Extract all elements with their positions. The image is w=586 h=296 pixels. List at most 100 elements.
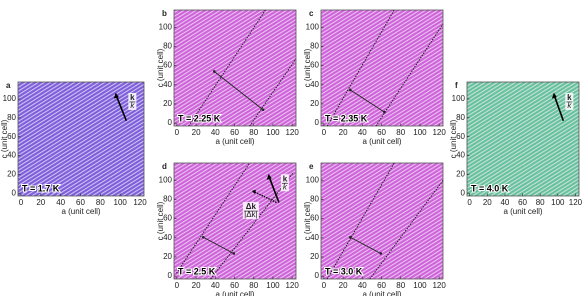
k-label: k	[130, 93, 135, 102]
x-tick-label: 0	[322, 128, 327, 137]
x-tick-label: 20	[192, 128, 201, 137]
k-norm-label: k	[283, 182, 288, 191]
wall-dot	[348, 235, 352, 239]
dk-norm-label: |Δk|	[244, 210, 258, 219]
y-tick-label: 20	[7, 169, 16, 178]
k-arrow	[268, 176, 280, 203]
x-tick-label: 100	[266, 128, 280, 137]
y-tick-label: 80	[310, 195, 319, 204]
y-axis-label: c (unit cell)	[303, 48, 312, 87]
wall-dot	[232, 252, 236, 255]
wall-spacing	[350, 89, 385, 113]
y-tick-label: 40	[310, 233, 319, 242]
y-tick-label: 20	[163, 252, 172, 261]
y-tick-label: 0	[168, 118, 173, 127]
y-axis-label: c (unit cell)	[303, 201, 312, 240]
domain-wall	[326, 9, 395, 127]
y-tick-label: 0	[168, 271, 173, 280]
x-tick-label: 60	[377, 281, 386, 290]
x-tick-label: 120	[569, 198, 583, 207]
x-tick-label: 0	[322, 281, 327, 290]
label-bg	[565, 92, 574, 110]
k-label: k	[567, 93, 572, 102]
y-tick-label: 100	[159, 22, 173, 31]
x-tick-label: 20	[339, 281, 348, 290]
y-tick-label: 80	[310, 42, 319, 51]
y-tick-label: 60	[310, 214, 319, 223]
y-tick-label: 80	[456, 113, 465, 122]
x-tick-label: 80	[396, 281, 405, 290]
temperature: T = 1.7 K	[22, 183, 60, 193]
wall-dot	[348, 88, 352, 92]
y-tick-label: 40	[163, 80, 172, 89]
x-tick-label: 120	[432, 281, 446, 290]
x-tick-label: 20	[483, 198, 492, 207]
x-axis-label: a (unit cell)	[362, 290, 401, 296]
y-tick-label: 100	[306, 175, 320, 184]
y-tick-label: 60	[7, 132, 16, 141]
y-tick-label: 40	[456, 151, 465, 160]
wall-spacing	[350, 236, 381, 254]
x-tick-label: 100	[413, 281, 427, 290]
y-axis-label: c (unit cell)	[156, 48, 165, 87]
stripe-image	[173, 162, 297, 280]
wall-dot	[201, 235, 205, 239]
domain-wall	[249, 58, 297, 127]
wall-spacing	[213, 71, 264, 111]
label-bg	[242, 202, 259, 220]
y-tick-label: 60	[310, 61, 319, 70]
k-arrow	[553, 95, 565, 122]
x-tick-label: 20	[36, 198, 45, 207]
y-tick-label: 80	[163, 195, 172, 204]
panel-letter: c	[309, 9, 314, 18]
x-tick-label: 100	[551, 198, 565, 207]
x-tick-label: 80	[249, 281, 258, 290]
x-tick-label: 60	[76, 198, 85, 207]
y-tick-label: 100	[306, 22, 320, 31]
x-tick-label: 60	[230, 128, 239, 137]
wall-dot	[212, 70, 216, 73]
x-tick-label: 100	[413, 128, 427, 137]
x-tick-label: 80	[249, 128, 258, 137]
x-axis-label: a (unit cell)	[503, 207, 542, 216]
domain-wall	[375, 23, 444, 127]
x-axis-label: a (unit cell)	[61, 207, 100, 216]
wall-dot	[383, 110, 386, 114]
y-tick-label: 20	[163, 99, 172, 108]
wall-spacing	[203, 236, 234, 254]
x-tick-label: 40	[211, 128, 220, 137]
x-tick-label: 40	[211, 281, 220, 290]
y-axis-label: c (unit cell)	[449, 119, 458, 158]
x-tick-label: 120	[133, 198, 147, 207]
temperature: T = 4.0 K	[471, 183, 509, 193]
y-axis-label: c (unit cell)	[156, 201, 165, 240]
y-tick-label: 60	[456, 132, 465, 141]
k-label: k	[283, 174, 288, 183]
stripe-image	[466, 81, 580, 197]
x-tick-label: 40	[56, 198, 65, 207]
dk-arrow	[251, 190, 277, 204]
x-tick-label: 40	[358, 281, 367, 290]
x-tick-label: 0	[467, 198, 472, 207]
y-tick-label: 40	[7, 151, 16, 160]
x-tick-label: 120	[285, 128, 299, 137]
label-bg	[128, 92, 137, 110]
x-tick-label: 80	[536, 198, 545, 207]
x-tick-label: 100	[114, 198, 128, 207]
domain-wall	[326, 162, 395, 280]
x-tick-label: 40	[358, 128, 367, 137]
y-tick-label: 60	[163, 214, 172, 223]
y-tick-label: 20	[456, 169, 465, 178]
x-tick-label: 100	[266, 281, 280, 290]
y-tick-label: 100	[3, 94, 17, 103]
y-tick-label: 100	[452, 94, 466, 103]
k-arrow	[115, 95, 128, 122]
x-tick-label: 120	[432, 128, 446, 137]
x-tick-label: 60	[518, 198, 527, 207]
k-norm-label: k	[130, 101, 135, 110]
k-arrow-head	[551, 92, 557, 99]
x-tick-label: 20	[339, 128, 348, 137]
stripe-image	[17, 81, 145, 197]
x-tick-label: 0	[175, 128, 180, 137]
